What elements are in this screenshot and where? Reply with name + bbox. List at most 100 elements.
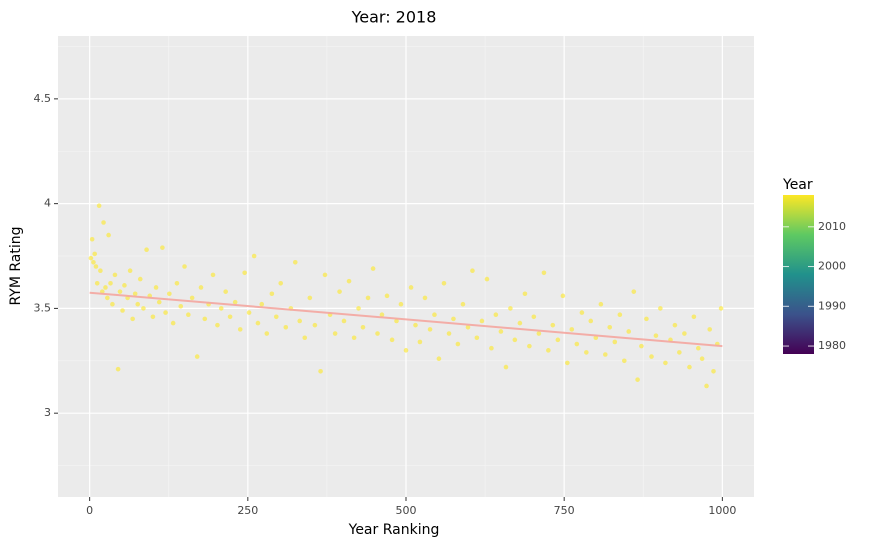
point	[237, 327, 243, 332]
point	[677, 350, 682, 355]
point	[137, 276, 143, 282]
point	[227, 314, 233, 320]
point	[711, 368, 716, 374]
y-tick-label: 3.5	[34, 301, 52, 314]
point	[117, 289, 123, 294]
point	[302, 335, 308, 341]
point	[584, 350, 589, 355]
point	[394, 318, 399, 324]
colorbar-label: 2010	[818, 220, 846, 233]
point	[92, 251, 97, 257]
y-axis-label: RYM Rating	[8, 226, 24, 305]
point	[579, 310, 585, 315]
point	[332, 331, 338, 336]
point	[379, 312, 385, 317]
point	[479, 318, 485, 324]
point	[704, 383, 709, 389]
point	[398, 301, 404, 307]
x-tick-label: 250	[237, 504, 258, 517]
point	[156, 299, 162, 305]
point	[178, 304, 184, 309]
point	[541, 270, 547, 276]
point	[408, 285, 414, 290]
point	[617, 312, 623, 317]
point	[682, 331, 687, 336]
chart-title: Year: 2018	[351, 8, 437, 27]
point	[194, 354, 200, 359]
point	[653, 333, 659, 338]
point	[455, 341, 461, 347]
point	[182, 264, 187, 269]
point	[103, 285, 108, 290]
point	[174, 280, 180, 286]
point	[503, 364, 509, 370]
point	[251, 253, 257, 259]
point	[631, 289, 637, 294]
point	[607, 324, 613, 330]
point	[531, 314, 537, 320]
point	[432, 312, 437, 317]
point	[465, 324, 471, 330]
point	[569, 327, 575, 332]
x-tick-label: 750	[554, 504, 575, 517]
point	[565, 360, 570, 366]
point	[322, 272, 328, 278]
point	[588, 318, 594, 324]
point	[658, 306, 663, 311]
point	[163, 310, 168, 315]
colorbar-label: 1990	[818, 299, 846, 312]
point	[210, 272, 216, 278]
point	[644, 316, 649, 322]
point	[312, 322, 318, 328]
colorbar-label: 2000	[818, 260, 846, 273]
point	[489, 345, 494, 351]
point	[474, 335, 480, 341]
point	[160, 245, 165, 250]
point	[94, 280, 100, 286]
x-tick-label: 0	[86, 504, 93, 517]
point	[417, 339, 423, 345]
point	[96, 203, 102, 209]
trend-line	[89, 291, 723, 348]
point	[508, 306, 513, 311]
point	[546, 348, 551, 353]
point	[318, 368, 323, 374]
point	[446, 331, 452, 336]
point	[292, 260, 298, 265]
point	[89, 236, 95, 242]
point	[135, 301, 141, 307]
point	[246, 310, 252, 315]
point	[512, 337, 518, 343]
point	[470, 268, 475, 273]
point	[273, 314, 279, 320]
point	[189, 295, 195, 301]
point	[88, 255, 94, 261]
point	[696, 345, 701, 351]
point	[202, 316, 208, 322]
point	[498, 329, 504, 334]
point	[484, 276, 490, 282]
point	[150, 314, 156, 320]
point	[232, 299, 238, 305]
point	[649, 354, 654, 359]
point	[98, 268, 103, 273]
point	[218, 306, 224, 311]
point	[356, 306, 361, 311]
point	[337, 289, 342, 294]
point	[144, 247, 149, 253]
colorbar-label: 1980	[818, 339, 846, 352]
point	[365, 295, 371, 301]
point	[198, 285, 204, 290]
point	[341, 318, 347, 324]
point	[278, 280, 284, 286]
point	[639, 343, 644, 349]
point	[370, 266, 376, 271]
point	[663, 360, 668, 366]
point	[427, 327, 433, 332]
point	[389, 337, 395, 343]
point	[460, 301, 466, 307]
point	[384, 293, 390, 299]
point	[186, 312, 191, 317]
point	[127, 268, 133, 273]
point	[307, 295, 313, 301]
